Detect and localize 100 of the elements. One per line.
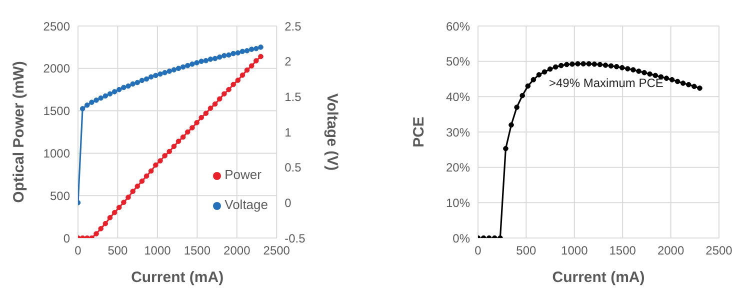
point xyxy=(130,188,136,194)
point xyxy=(664,76,670,81)
point xyxy=(176,66,182,72)
point xyxy=(240,72,246,78)
y-tick-label: 1500 xyxy=(43,104,70,118)
point xyxy=(148,74,154,80)
y-axis-title: PCE xyxy=(410,116,428,148)
point xyxy=(520,92,525,98)
x-tick-label: 2000 xyxy=(224,244,251,258)
y-tick-label: 2000 xyxy=(43,62,70,76)
point xyxy=(570,62,575,67)
y-tick-label: 50% xyxy=(446,54,470,69)
point xyxy=(184,62,190,68)
point xyxy=(203,110,209,116)
point xyxy=(130,81,136,87)
x-tick-label: 1000 xyxy=(561,244,588,258)
point xyxy=(619,65,625,70)
point xyxy=(162,70,168,76)
point xyxy=(158,71,163,77)
point xyxy=(148,168,154,174)
point xyxy=(547,66,553,72)
y2-tick-label: 2.5 xyxy=(284,19,302,34)
point xyxy=(166,148,172,154)
point xyxy=(126,194,131,200)
point xyxy=(166,68,172,74)
point xyxy=(216,96,222,102)
point xyxy=(558,62,564,68)
point xyxy=(248,63,254,69)
point xyxy=(564,62,570,68)
point xyxy=(597,62,603,68)
point xyxy=(514,104,520,110)
y2-tick-label: 1.5 xyxy=(284,90,302,104)
point xyxy=(112,210,118,216)
point xyxy=(158,158,163,164)
y-tick-label: 1000 xyxy=(43,146,70,160)
point xyxy=(258,54,264,60)
x-tick-label: 0 xyxy=(74,244,82,258)
legend-label: Power xyxy=(224,167,262,182)
point xyxy=(194,120,200,126)
point xyxy=(134,80,140,86)
x-axis-title: Current (mA) xyxy=(552,269,645,286)
point xyxy=(235,50,241,56)
point xyxy=(575,61,580,66)
x-tick-label: 500 xyxy=(108,244,128,258)
point xyxy=(674,78,680,84)
y-tick-label: 2500 xyxy=(43,19,70,34)
legend-label: Voltage xyxy=(224,197,268,212)
y-tick-label: 0% xyxy=(452,231,470,246)
point xyxy=(592,62,598,67)
point xyxy=(508,122,514,128)
point xyxy=(244,48,250,54)
point xyxy=(669,77,675,82)
point xyxy=(552,64,558,70)
point xyxy=(102,220,108,226)
point xyxy=(98,95,104,101)
point xyxy=(121,200,126,206)
point xyxy=(190,125,195,130)
point xyxy=(116,204,122,210)
point xyxy=(216,54,222,60)
y-tick-label: 500 xyxy=(50,188,70,203)
point xyxy=(530,77,536,82)
point xyxy=(230,82,236,88)
point xyxy=(226,52,232,58)
point xyxy=(144,173,150,179)
x-tick-label: 2000 xyxy=(657,244,684,258)
point xyxy=(126,83,131,89)
point xyxy=(258,44,264,50)
y2-tick-label: 1 xyxy=(284,125,292,140)
point xyxy=(102,93,108,99)
point xyxy=(222,91,227,96)
point xyxy=(525,83,531,89)
point xyxy=(212,56,218,62)
point xyxy=(208,56,214,62)
point xyxy=(602,62,608,68)
point xyxy=(254,58,259,64)
point xyxy=(254,46,259,52)
x-tick-label: 1000 xyxy=(144,244,172,258)
y-tick-label: 0 xyxy=(63,231,70,246)
point xyxy=(144,76,150,82)
point xyxy=(153,72,158,78)
y2-axis-title: Voltage (V) xyxy=(323,93,340,171)
point xyxy=(94,231,99,236)
point xyxy=(107,91,113,96)
point xyxy=(580,61,586,66)
point xyxy=(503,146,508,152)
point xyxy=(134,184,140,189)
point xyxy=(642,70,647,76)
point xyxy=(84,102,90,108)
point xyxy=(636,68,642,74)
point xyxy=(107,215,113,220)
point xyxy=(190,62,195,67)
point xyxy=(647,71,652,77)
y-axis-title: Optical Power (mW) xyxy=(10,61,28,203)
point xyxy=(686,82,692,88)
x-tick-label: 500 xyxy=(516,244,537,258)
x-tick-label: 1500 xyxy=(609,244,636,258)
y-tick-label: 20% xyxy=(446,160,470,175)
y2-tick-label: 0.5 xyxy=(284,160,302,175)
point xyxy=(98,226,104,232)
point xyxy=(542,69,548,75)
